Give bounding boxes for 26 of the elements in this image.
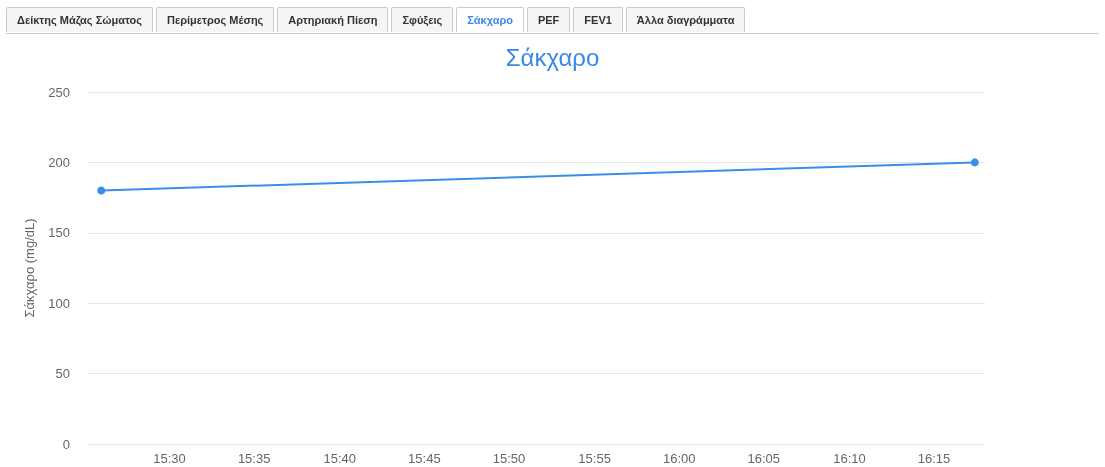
x-tick-label: 15:40 bbox=[323, 451, 357, 466]
x-tick-label: 16:10 bbox=[833, 451, 866, 466]
text: PEF bbox=[526, 7, 571, 32]
text: FEV1 bbox=[573, 7, 623, 32]
text: Άλλα διαγράμματα bbox=[625, 7, 746, 32]
x-tick-label: 15:55 bbox=[578, 451, 611, 466]
text: Αρτηριακή Πίεση bbox=[277, 7, 389, 32]
x-tick-label: 15:45 bbox=[408, 451, 441, 466]
y-tick-label: 200 bbox=[48, 154, 70, 170]
x-tick-label: 16:05 bbox=[747, 451, 781, 466]
y-tick-label: 100 bbox=[48, 295, 70, 311]
y-tick-label: 50 bbox=[55, 366, 70, 382]
x-tick-label: 16:15 bbox=[917, 451, 951, 466]
text: Σάκχαρο bbox=[456, 7, 524, 32]
text: Περίμετρος Μέσης bbox=[156, 7, 275, 32]
x-tick-label: 16:00 bbox=[662, 451, 696, 466]
y-tick-label: 150 bbox=[48, 225, 70, 241]
x-tick-label: 15:50 bbox=[492, 451, 526, 466]
text: Σφύξεις bbox=[391, 7, 454, 32]
x-tick-label: 15:30 bbox=[153, 451, 186, 466]
text: Δείκτης Μάζας Σώματος bbox=[6, 7, 154, 32]
y-axis-title: Σάκχαρο (mg/dL) bbox=[22, 218, 37, 318]
x-tick-label: 15:35 bbox=[237, 451, 271, 466]
y-tick-label: 250 bbox=[48, 84, 70, 100]
y-tick-label: 0 bbox=[62, 436, 70, 452]
chart-title: Σάκχαρο bbox=[505, 43, 600, 71]
